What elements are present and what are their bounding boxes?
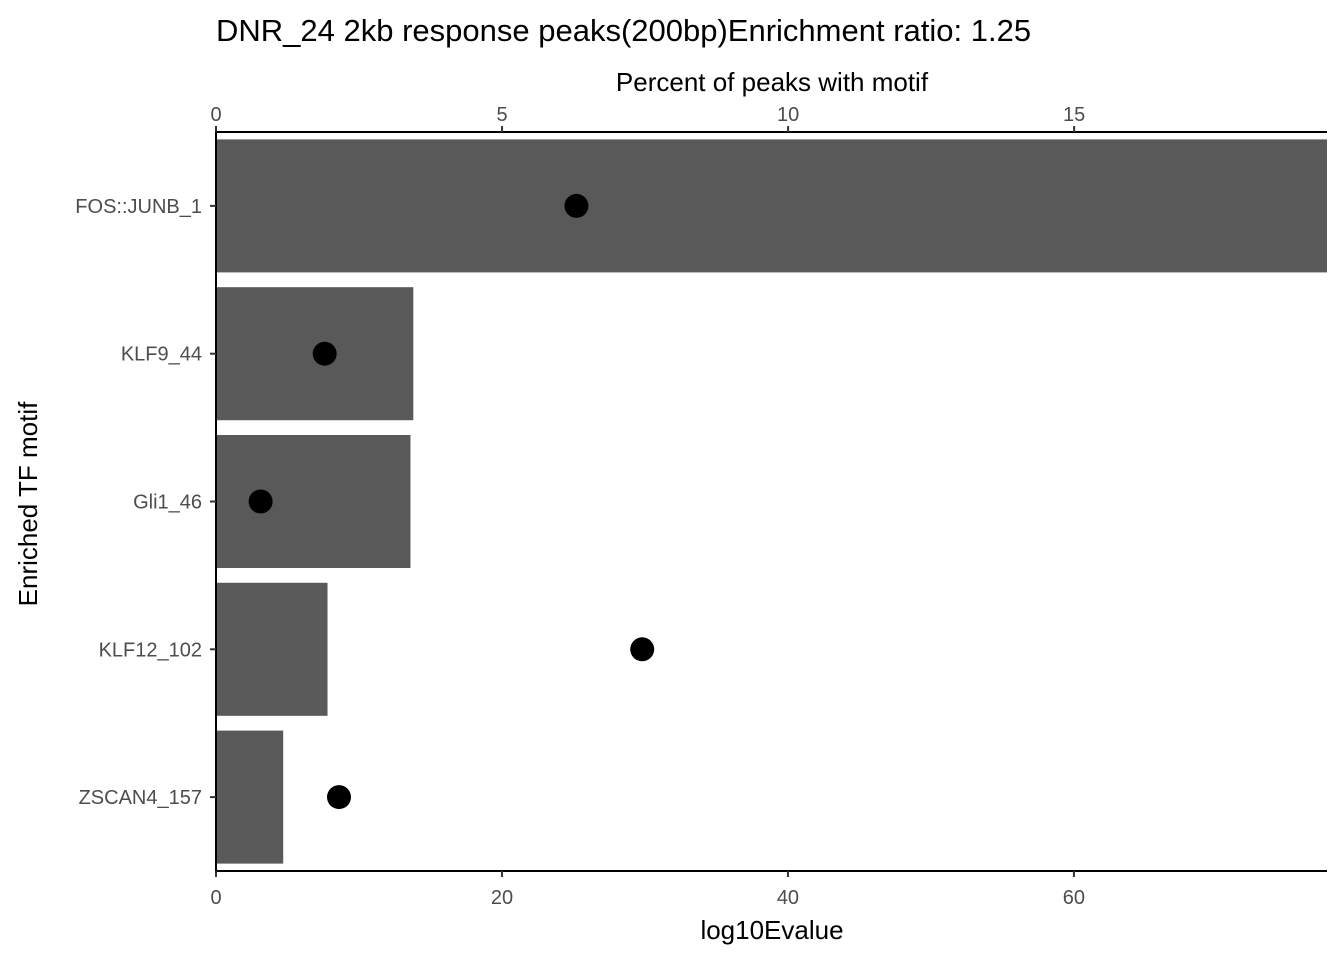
bottom-tick-label: 20 (491, 887, 513, 909)
data-point (326, 785, 351, 810)
category-label: ZSCAN4_157 (79, 787, 202, 809)
category-label: Gli1_46 (133, 492, 202, 514)
category-label: KLF9_44 (121, 344, 202, 366)
y-axis-title: Enriched TF motif (13, 401, 43, 606)
bar (216, 434, 411, 569)
top-tick-label: 0 (210, 104, 221, 126)
bottom-axis-title: log10Evalue (700, 915, 843, 945)
chart-title: DNR_24 2kb response peaks(200bp)Enrichme… (216, 13, 1031, 48)
axes-group: FOS::JUNB_1KLF9_44Gli1_46KLF12_102ZSCAN4… (75, 104, 1327, 909)
top-axis-title: Percent of peaks with motif (616, 67, 929, 97)
bar (216, 730, 284, 864)
data-point (630, 637, 655, 662)
category-label: KLF12_102 (99, 639, 202, 661)
bottom-tick-label: 0 (210, 887, 221, 909)
bottom-tick-label: 60 (1063, 887, 1085, 909)
bar (216, 139, 1327, 273)
data-point (564, 193, 589, 218)
data-point (312, 341, 337, 366)
bar (216, 582, 328, 716)
top-tick-label: 15 (1063, 104, 1085, 126)
top-tick-label: 5 (496, 104, 507, 126)
data-point (248, 489, 273, 514)
category-label: FOS::JUNB_1 (75, 196, 202, 218)
top-tick-label: 10 (777, 104, 799, 126)
bar-group (216, 139, 1327, 864)
point-group (248, 193, 655, 810)
bottom-tick-label: 40 (777, 887, 799, 909)
